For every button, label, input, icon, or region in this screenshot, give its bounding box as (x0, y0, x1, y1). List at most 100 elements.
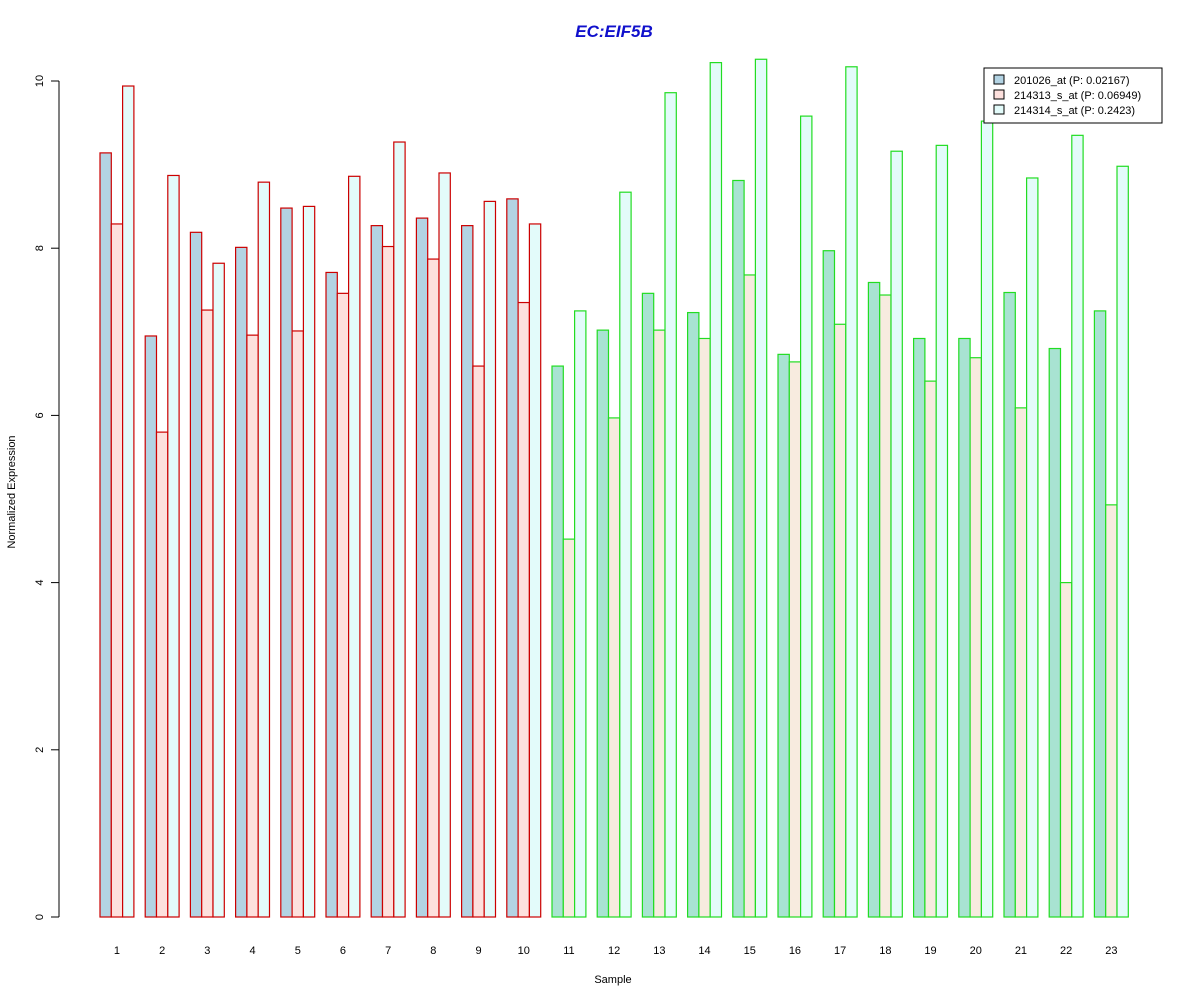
bar-sample-13-series-3 (664, 92, 677, 918)
bar-sample-8-series-2 (427, 258, 440, 918)
bar-sample-22-series-2 (1059, 581, 1073, 918)
bar-sample-14-series-1 (686, 311, 700, 918)
bar-sample-15-series-1 (732, 179, 745, 918)
bar-sample-17-series-1 (822, 250, 836, 918)
bar-sample-3-series-2 (201, 309, 214, 918)
bar-sample-2-series-1 (144, 335, 158, 918)
bar-sample-16-series-3 (799, 115, 813, 918)
legend-swatch (993, 74, 1005, 85)
bar-sample-6-series-1 (325, 271, 338, 918)
bar-sample-18-series-2 (879, 294, 892, 918)
bar-sample-11-series-1 (551, 365, 564, 918)
x-tick-label: 19 (924, 945, 936, 957)
bar-sample-6-series-2 (336, 292, 350, 918)
bar-sample-18-series-1 (867, 281, 881, 918)
bar-sample-4-series-3 (257, 181, 271, 918)
bar-sample-13-series-1 (641, 292, 655, 918)
x-tick-label: 3 (204, 945, 210, 957)
bar-sample-10-series-2 (517, 301, 530, 918)
bar-sample-23-series-3 (1116, 165, 1129, 918)
bar-sample-21-series-1 (1003, 291, 1016, 918)
x-tick-label: 4 (249, 945, 255, 957)
x-tick-label: 14 (698, 945, 710, 957)
y-axis-label: Normalized Expression (6, 435, 18, 548)
bar-sample-16-series-2 (788, 361, 802, 918)
x-tick-label: 11 (563, 945, 574, 957)
bar-sample-11-series-2 (562, 538, 576, 918)
x-tick-label: 16 (789, 945, 801, 957)
bar-sample-14-series-2 (698, 337, 711, 918)
x-tick-label: 2 (159, 945, 165, 957)
bar-sample-4-series-2 (246, 334, 259, 918)
x-tick-label: 13 (653, 945, 665, 957)
bar-sample-2-series-2 (155, 431, 169, 918)
bar-sample-9-series-3 (483, 200, 497, 918)
bar-sample-12-series-3 (619, 191, 632, 918)
bar-sample-1-series-3 (121, 85, 135, 918)
x-tick-label: 7 (385, 945, 391, 957)
bar-sample-8-series-1 (415, 217, 429, 918)
bar-sample-17-series-2 (833, 323, 847, 918)
legend-label: 214314_s_at (P: 0.2423) (1014, 105, 1135, 117)
bar-sample-15-series-2 (743, 274, 756, 918)
bar-sample-17-series-3 (845, 66, 858, 918)
bar-sample-5-series-1 (280, 207, 293, 918)
bar-sample-16-series-1 (777, 353, 790, 918)
bar-sample-20-series-1 (958, 337, 971, 918)
y-tick-label: 0 (34, 914, 46, 920)
bar-sample-5-series-2 (291, 330, 305, 918)
y-tick-label: 8 (34, 245, 46, 251)
legend: 201026_at (P: 0.02167) 214313_s_at (P: 0.… (983, 67, 1163, 124)
x-tick-label: 9 (475, 945, 481, 957)
bar-sample-18-series-3 (890, 150, 903, 918)
x-tick-label: 15 (744, 945, 756, 957)
x-axis-label: Sample (594, 974, 631, 986)
bar-sample-3-series-3 (212, 262, 225, 918)
legend-box (983, 67, 1163, 124)
x-tick-label: 5 (295, 945, 301, 957)
bar-sample-14-series-3 (709, 62, 723, 918)
bar-sample-7-series-3 (393, 141, 406, 918)
bar-sample-3-series-1 (189, 231, 203, 918)
bar-sample-19-series-1 (912, 337, 926, 918)
bar-sample-22-series-1 (1048, 347, 1062, 918)
y-tick-label: 2 (34, 747, 46, 753)
chart-title: EC:EIF5B (575, 22, 652, 41)
bar-sample-7-series-2 (381, 245, 395, 918)
bar-sample-5-series-3 (302, 205, 316, 918)
bar-sample-15-series-3 (754, 58, 768, 918)
bar-sample-9-series-2 (472, 365, 485, 918)
bar-sample-9-series-1 (461, 225, 474, 918)
x-tick-label: 22 (1060, 945, 1072, 957)
bar-sample-19-series-2 (924, 380, 937, 918)
bar-sample-2-series-3 (167, 174, 180, 918)
x-tick-label: 18 (879, 945, 891, 957)
legend-label: 201026_at (P: 0.02167) (1014, 75, 1130, 87)
bar-sample-23-series-2 (1105, 504, 1118, 918)
bar-sample-23-series-1 (1093, 310, 1107, 918)
x-tick-label: 20 (970, 945, 982, 957)
bar-sample-4-series-1 (235, 246, 248, 918)
bar-sample-19-series-3 (935, 144, 949, 918)
bar-sample-1-series-1 (99, 152, 112, 918)
bar-sample-7-series-1 (370, 225, 384, 918)
bar-sample-1-series-2 (110, 223, 124, 918)
legend-swatch (993, 104, 1005, 115)
x-tick-label: 17 (834, 945, 846, 957)
y-tick-label: 4 (34, 580, 46, 586)
bar-sample-22-series-3 (1071, 134, 1084, 918)
bar-sample-21-series-3 (1025, 177, 1039, 918)
y-tick-label: 6 (34, 412, 46, 418)
x-tick-label: 12 (608, 945, 620, 957)
bar-sample-6-series-3 (348, 175, 361, 918)
bars (99, 58, 1129, 918)
x-tick-label: 10 (518, 945, 530, 957)
y-axis: 0 2 4 6 8 10 (34, 75, 60, 920)
y-tick-label: 10 (34, 75, 46, 87)
x-tick-label: 8 (430, 945, 436, 957)
legend-label: 214313_s_at (P: 0.06949) (1014, 90, 1141, 102)
bar-sample-8-series-3 (438, 172, 451, 918)
x-tick-labels: 1 2 3 4 5 6 7 8 9 10 11 12 13 14 15 16 17 18 19 20 21 22 23 (114, 945, 1118, 957)
bar-sample-20-series-2 (969, 357, 982, 918)
